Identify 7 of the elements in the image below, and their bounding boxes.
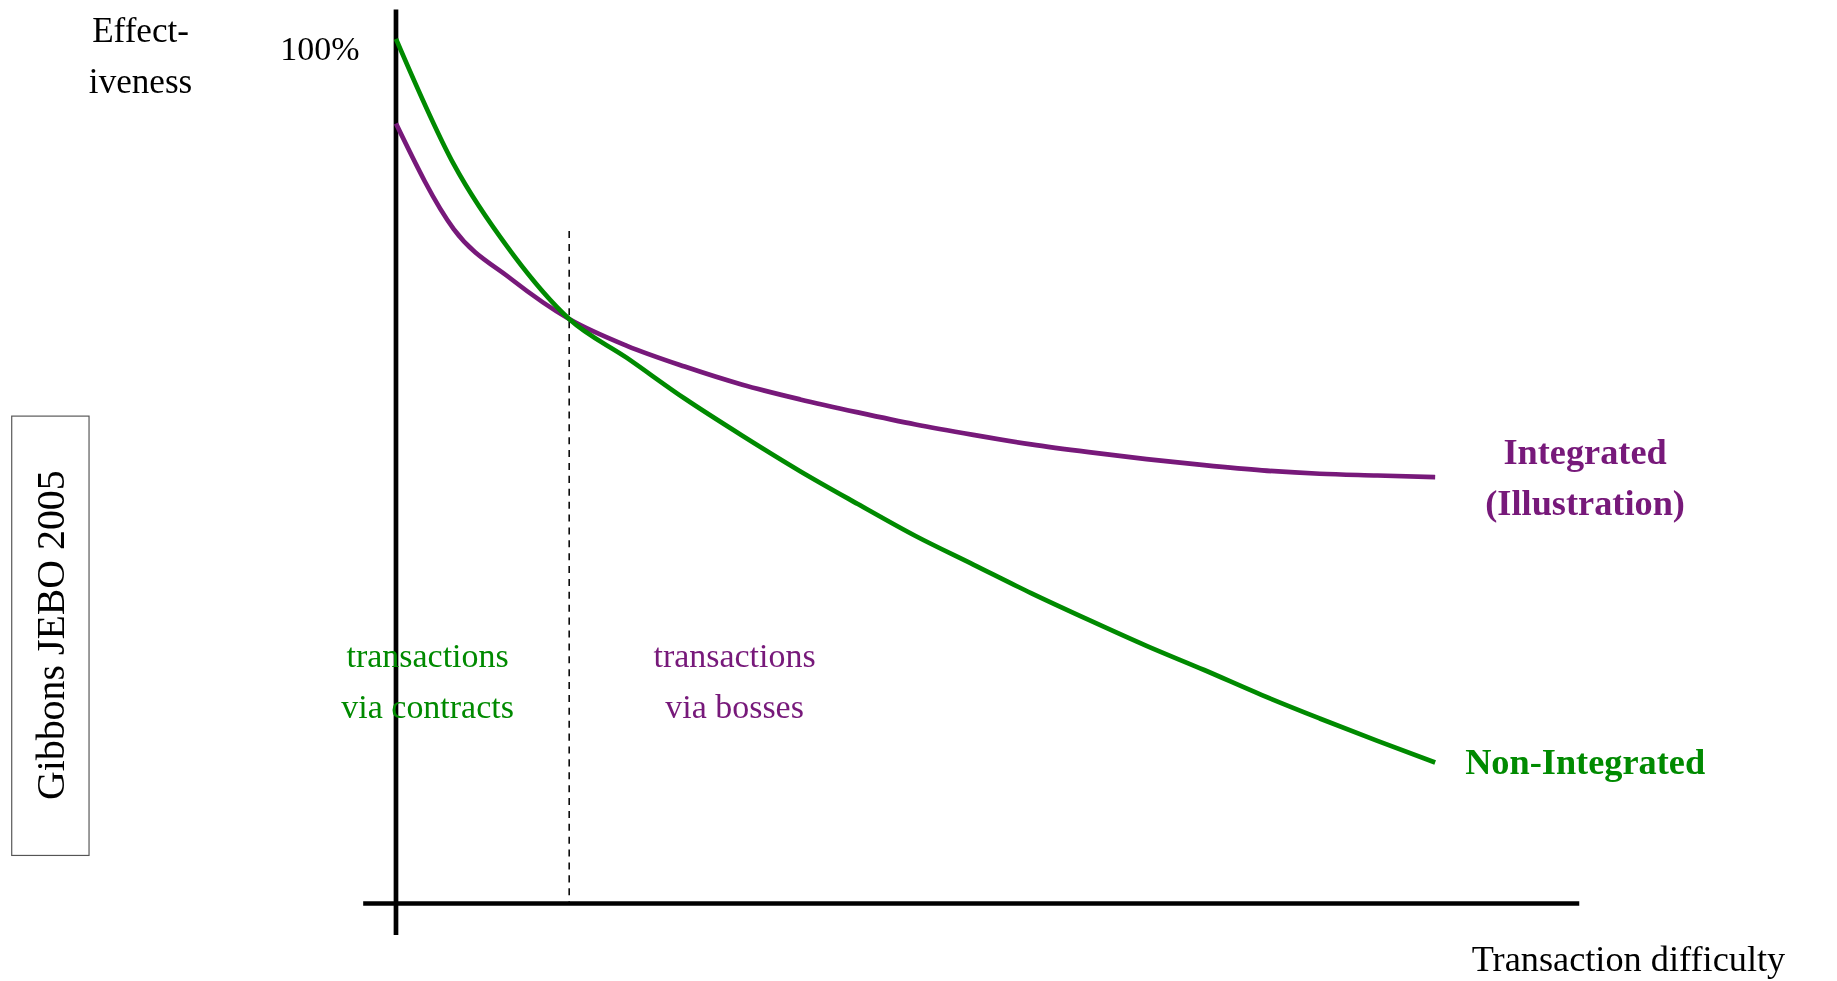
- text: Gibbons JEBO 2005: [29, 470, 74, 801]
- x-axis-title: Transaction difficulty: [1471, 939, 1786, 980]
- text: 100%: [280, 29, 360, 67]
- annotation: transactions via bosses: [653, 636, 816, 726]
- series-label: Integrated (Illustration): [1485, 432, 1685, 523]
- y-axis-title: Effect- iveness: [88, 11, 193, 101]
- series-label: Non-Integrated: [1465, 742, 1706, 783]
